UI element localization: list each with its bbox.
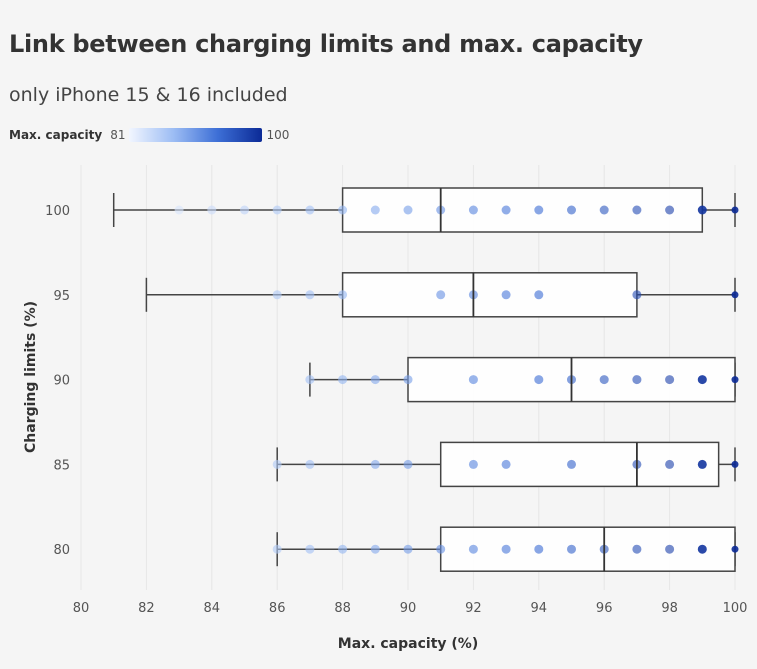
data-point [272, 544, 282, 554]
data-point [731, 460, 739, 468]
data-point [370, 205, 380, 215]
data-point [370, 375, 380, 385]
x-tick-label: 94 [531, 601, 548, 616]
data-point [436, 544, 446, 554]
box [341, 272, 638, 318]
data-point [338, 205, 348, 215]
data-point [403, 544, 413, 554]
box [341, 187, 704, 233]
chart-subtitle: only iPhone 15 & 16 included [9, 84, 288, 106]
data-point [697, 205, 707, 215]
data-point [370, 544, 380, 554]
y-tick-label: 95 [53, 289, 70, 304]
data-point [697, 544, 707, 554]
data-point [599, 375, 609, 385]
data-point [567, 544, 576, 554]
data-point [468, 544, 478, 554]
x-tick-label: 88 [334, 601, 351, 616]
data-point [207, 205, 217, 215]
legend-max: 100 [266, 128, 290, 142]
data-point [272, 205, 282, 215]
data-point [697, 459, 707, 469]
x-tick-label: 100 [723, 601, 748, 616]
box [439, 526, 736, 572]
data-point [338, 544, 348, 554]
data-point [534, 375, 544, 385]
data-point [501, 205, 511, 215]
x-axis-label: Max. capacity (%) [338, 636, 478, 652]
data-point [501, 544, 511, 554]
data-point [468, 375, 478, 385]
data-point [370, 459, 380, 469]
data-point [403, 459, 413, 469]
data-point [632, 544, 642, 554]
data-point [567, 459, 576, 469]
data-point [697, 375, 707, 385]
data-point [403, 205, 413, 215]
x-tick-label: 86 [269, 601, 286, 616]
data-point [468, 459, 478, 469]
data-point [305, 205, 315, 215]
data-point [534, 544, 544, 554]
data-point [534, 290, 544, 300]
data-point [338, 375, 348, 385]
data-point [731, 376, 739, 384]
data-point [567, 205, 576, 215]
data-point [731, 206, 739, 214]
legend-title: Max. capacity [9, 128, 103, 142]
data-point [272, 290, 282, 300]
x-tick-label: 96 [596, 601, 613, 616]
data-point [632, 205, 642, 215]
data-point [534, 205, 544, 215]
data-point [174, 205, 184, 215]
data-point [305, 375, 315, 385]
box [439, 441, 720, 488]
x-tick-label: 82 [138, 601, 155, 616]
y-tick-label: 100 [45, 204, 70, 219]
x-tick-label: 84 [204, 601, 221, 616]
data-point [501, 290, 511, 300]
data-point [731, 291, 739, 299]
data-point [599, 205, 609, 215]
data-point [665, 544, 675, 554]
data-point [305, 290, 315, 300]
color-legend: Max. capacity 81 100 [9, 128, 289, 142]
data-point [665, 375, 675, 385]
x-tick-label: 98 [661, 601, 678, 616]
legend-gradient [129, 128, 263, 142]
data-point [632, 290, 642, 300]
data-point [240, 205, 249, 215]
chart-title: Link between charging limits and max. ca… [9, 30, 643, 58]
x-tick-label: 80 [73, 601, 90, 616]
data-point [632, 375, 642, 385]
y-tick-label: 85 [53, 458, 70, 473]
data-point [436, 290, 446, 300]
legend-min: 81 [110, 128, 126, 142]
x-tick-label: 90 [400, 601, 417, 616]
data-point [272, 459, 282, 469]
data-point [468, 205, 478, 215]
data-point [305, 544, 315, 554]
data-point [665, 459, 675, 469]
data-point [501, 459, 511, 469]
y-tick-label: 80 [53, 543, 70, 558]
y-tick-label: 90 [53, 374, 70, 389]
data-point [338, 290, 348, 300]
y-axis-label: Charging limits (%) [23, 301, 39, 453]
x-tick-label: 92 [465, 601, 482, 616]
data-point [731, 545, 739, 553]
data-point [305, 459, 315, 469]
data-point [403, 375, 413, 385]
data-point [665, 205, 675, 215]
